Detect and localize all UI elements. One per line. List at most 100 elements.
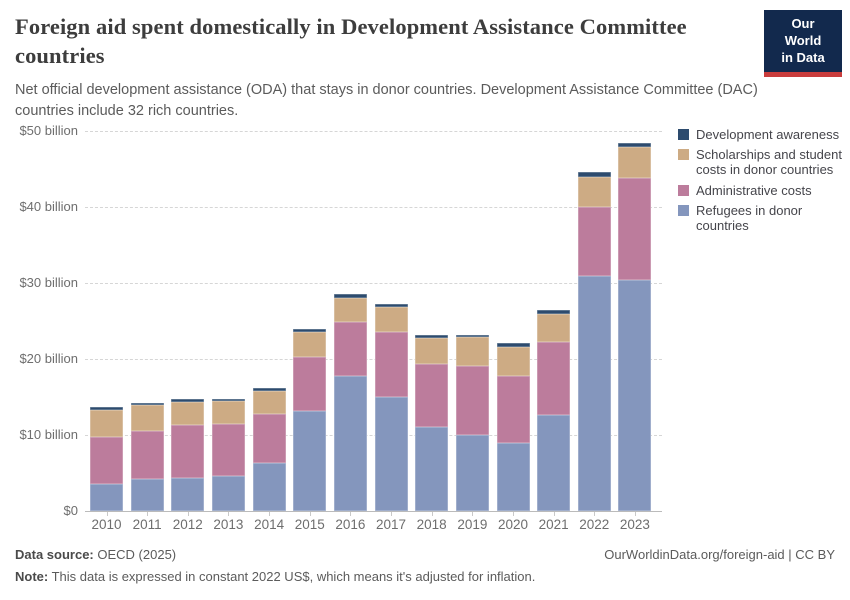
x-axis-label-2021: 2021 bbox=[538, 517, 569, 532]
bar-segment-development-awareness-2022[interactable] bbox=[577, 172, 611, 177]
bar-2014[interactable] bbox=[252, 388, 286, 511]
bar-segment-development-awareness-2011[interactable] bbox=[130, 403, 164, 406]
bar-2020[interactable] bbox=[496, 343, 530, 511]
bar-segment-development-awareness-2023[interactable] bbox=[618, 143, 652, 147]
bar-segment-development-awareness-2021[interactable] bbox=[537, 310, 571, 315]
x-axis-tick-2020 bbox=[513, 512, 514, 516]
y-axis-label-10: $10 billion bbox=[19, 427, 78, 442]
bar-2011[interactable] bbox=[130, 403, 164, 511]
bar-segment-refugees-in-donor-countries-2013[interactable] bbox=[211, 476, 245, 511]
bar-segment-scholarships-and-student-costs-in-donor-countries-2016[interactable] bbox=[333, 298, 367, 322]
bar-segment-refugees-in-donor-countries-2010[interactable] bbox=[90, 483, 123, 511]
bar-segment-refugees-in-donor-countries-2023[interactable] bbox=[618, 279, 652, 511]
bar-segment-administrative-costs-2023[interactable] bbox=[618, 178, 652, 280]
gridline-30 bbox=[85, 283, 662, 284]
bar-segment-development-awareness-2016[interactable] bbox=[333, 294, 367, 299]
y-axis-label-0: $0 bbox=[63, 503, 78, 518]
bar-segment-development-awareness-2017[interactable] bbox=[374, 303, 408, 307]
y-axis-label-50: $50 billion bbox=[19, 123, 78, 138]
legend-label: Administrative costs bbox=[696, 182, 812, 198]
bar-2016[interactable] bbox=[333, 294, 367, 511]
legend-swatch-icon bbox=[678, 149, 689, 161]
bar-segment-scholarships-and-student-costs-in-donor-countries-2017[interactable] bbox=[374, 306, 408, 332]
bar-2012[interactable] bbox=[171, 398, 205, 511]
legend-item-development-awareness[interactable]: Development awareness bbox=[678, 127, 846, 142]
x-axis-label-2014: 2014 bbox=[254, 517, 285, 532]
bar-segment-scholarships-and-student-costs-in-donor-countries-2014[interactable] bbox=[252, 390, 286, 414]
legend-label: Refugees in donor countries bbox=[696, 202, 803, 234]
bar-segment-refugees-in-donor-countries-2011[interactable] bbox=[130, 479, 164, 511]
bar-segment-administrative-costs-2018[interactable] bbox=[415, 363, 449, 427]
bar-segment-scholarships-and-student-costs-in-donor-countries-2013[interactable] bbox=[211, 400, 245, 424]
bar-segment-development-awareness-2015[interactable] bbox=[293, 329, 327, 333]
bar-segment-administrative-costs-2020[interactable] bbox=[496, 376, 530, 444]
bar-segment-scholarships-and-student-costs-in-donor-countries-2012[interactable] bbox=[171, 401, 205, 426]
bar-segment-administrative-costs-2016[interactable] bbox=[333, 321, 367, 377]
gridline-40 bbox=[85, 207, 662, 208]
bar-segment-refugees-in-donor-countries-2014[interactable] bbox=[252, 463, 286, 511]
bar-segment-scholarships-and-student-costs-in-donor-countries-2022[interactable] bbox=[577, 176, 611, 207]
legend-label: Scholarships and student costs in donor … bbox=[696, 147, 842, 178]
bar-segment-refugees-in-donor-countries-2022[interactable] bbox=[577, 276, 611, 511]
bar-segment-development-awareness-2013[interactable] bbox=[211, 398, 245, 401]
bar-segment-scholarships-and-student-costs-in-donor-countries-2019[interactable] bbox=[455, 337, 489, 366]
chart-title: Foreign aid spent domestically in Develo… bbox=[15, 14, 687, 68]
bar-segment-administrative-costs-2019[interactable] bbox=[455, 365, 489, 435]
bar-segment-scholarships-and-student-costs-in-donor-countries-2015[interactable] bbox=[293, 332, 327, 357]
bar-segment-scholarships-and-student-costs-in-donor-countries-2023[interactable] bbox=[618, 146, 652, 179]
bar-segment-refugees-in-donor-countries-2015[interactable] bbox=[293, 410, 327, 511]
bar-segment-refugees-in-donor-countries-2016[interactable] bbox=[333, 376, 367, 511]
bar-segment-administrative-costs-2021[interactable] bbox=[537, 341, 571, 416]
bar-segment-administrative-costs-2015[interactable] bbox=[293, 356, 327, 411]
bar-segment-scholarships-and-student-costs-in-donor-countries-2010[interactable] bbox=[90, 409, 123, 437]
bar-segment-development-awareness-2020[interactable] bbox=[496, 343, 530, 347]
bar-segment-refugees-in-donor-countries-2019[interactable] bbox=[455, 434, 489, 511]
bar-segment-scholarships-and-student-costs-in-donor-countries-2020[interactable] bbox=[496, 346, 530, 377]
bar-segment-development-awareness-2019[interactable] bbox=[455, 334, 489, 338]
legend-swatch-icon bbox=[678, 184, 689, 196]
bar-2021[interactable] bbox=[537, 310, 571, 511]
legend-item-refugees-in-donor-countries[interactable]: Refugees in donor countries bbox=[678, 203, 846, 233]
bar-segment-refugees-in-donor-countries-2017[interactable] bbox=[374, 396, 408, 511]
x-axis-tick-2017 bbox=[391, 512, 393, 516]
x-axis-label-2018: 2018 bbox=[416, 517, 447, 532]
bar-segment-scholarships-and-student-costs-in-donor-countries-2011[interactable] bbox=[130, 405, 164, 432]
bar-segment-administrative-costs-2022[interactable] bbox=[577, 207, 611, 277]
bar-2018[interactable] bbox=[415, 334, 449, 511]
bar-2017[interactable] bbox=[374, 303, 408, 511]
bar-segment-refugees-in-donor-countries-2012[interactable] bbox=[171, 478, 205, 511]
citation-link[interactable]: OurWorldinData.org/foreign-aid | CC BY bbox=[604, 547, 835, 562]
bar-segment-refugees-in-donor-countries-2021[interactable] bbox=[537, 415, 571, 511]
bar-segment-scholarships-and-student-costs-in-donor-countries-2021[interactable] bbox=[537, 314, 571, 342]
bar-segment-administrative-costs-2011[interactable] bbox=[130, 431, 164, 480]
x-axis-label-2013: 2013 bbox=[213, 517, 244, 532]
bar-2013[interactable] bbox=[211, 398, 245, 511]
bar-segment-administrative-costs-2017[interactable] bbox=[374, 331, 408, 397]
x-axis-tick-2012 bbox=[187, 512, 189, 516]
legend-item-administrative-costs[interactable]: Administrative costs bbox=[678, 183, 846, 198]
bar-segment-refugees-in-donor-countries-2018[interactable] bbox=[415, 426, 449, 511]
bar-segment-development-awareness-2012[interactable] bbox=[171, 398, 205, 402]
gridline-10 bbox=[85, 435, 662, 436]
legend-item-scholarships-and-student-costs-in-donor-countries[interactable]: Scholarships and student costs in donor … bbox=[678, 147, 846, 177]
bar-segment-administrative-costs-2013[interactable] bbox=[211, 423, 245, 477]
x-axis-label-2011: 2011 bbox=[132, 517, 162, 532]
bar-2023[interactable] bbox=[618, 143, 652, 511]
bar-segment-development-awareness-2010[interactable] bbox=[90, 407, 123, 410]
bar-segment-administrative-costs-2014[interactable] bbox=[252, 413, 286, 464]
bar-2010[interactable] bbox=[90, 407, 123, 511]
x-axis-tick-2013 bbox=[228, 512, 230, 516]
bar-segment-development-awareness-2014[interactable] bbox=[252, 388, 286, 391]
owid-logo[interactable]: Our World in Data bbox=[764, 10, 842, 77]
bar-2019[interactable] bbox=[455, 334, 489, 511]
bar-segment-administrative-costs-2012[interactable] bbox=[171, 425, 205, 479]
data-source: Data source: OECD (2025) bbox=[15, 547, 176, 562]
bar-2022[interactable] bbox=[577, 172, 611, 511]
bar-segment-administrative-costs-2010[interactable] bbox=[90, 436, 123, 484]
bar-segment-refugees-in-donor-countries-2020[interactable] bbox=[496, 443, 530, 511]
bar-2015[interactable] bbox=[293, 329, 327, 511]
bar-segment-scholarships-and-student-costs-in-donor-countries-2018[interactable] bbox=[415, 337, 449, 364]
bar-segment-development-awareness-2018[interactable] bbox=[415, 334, 449, 338]
